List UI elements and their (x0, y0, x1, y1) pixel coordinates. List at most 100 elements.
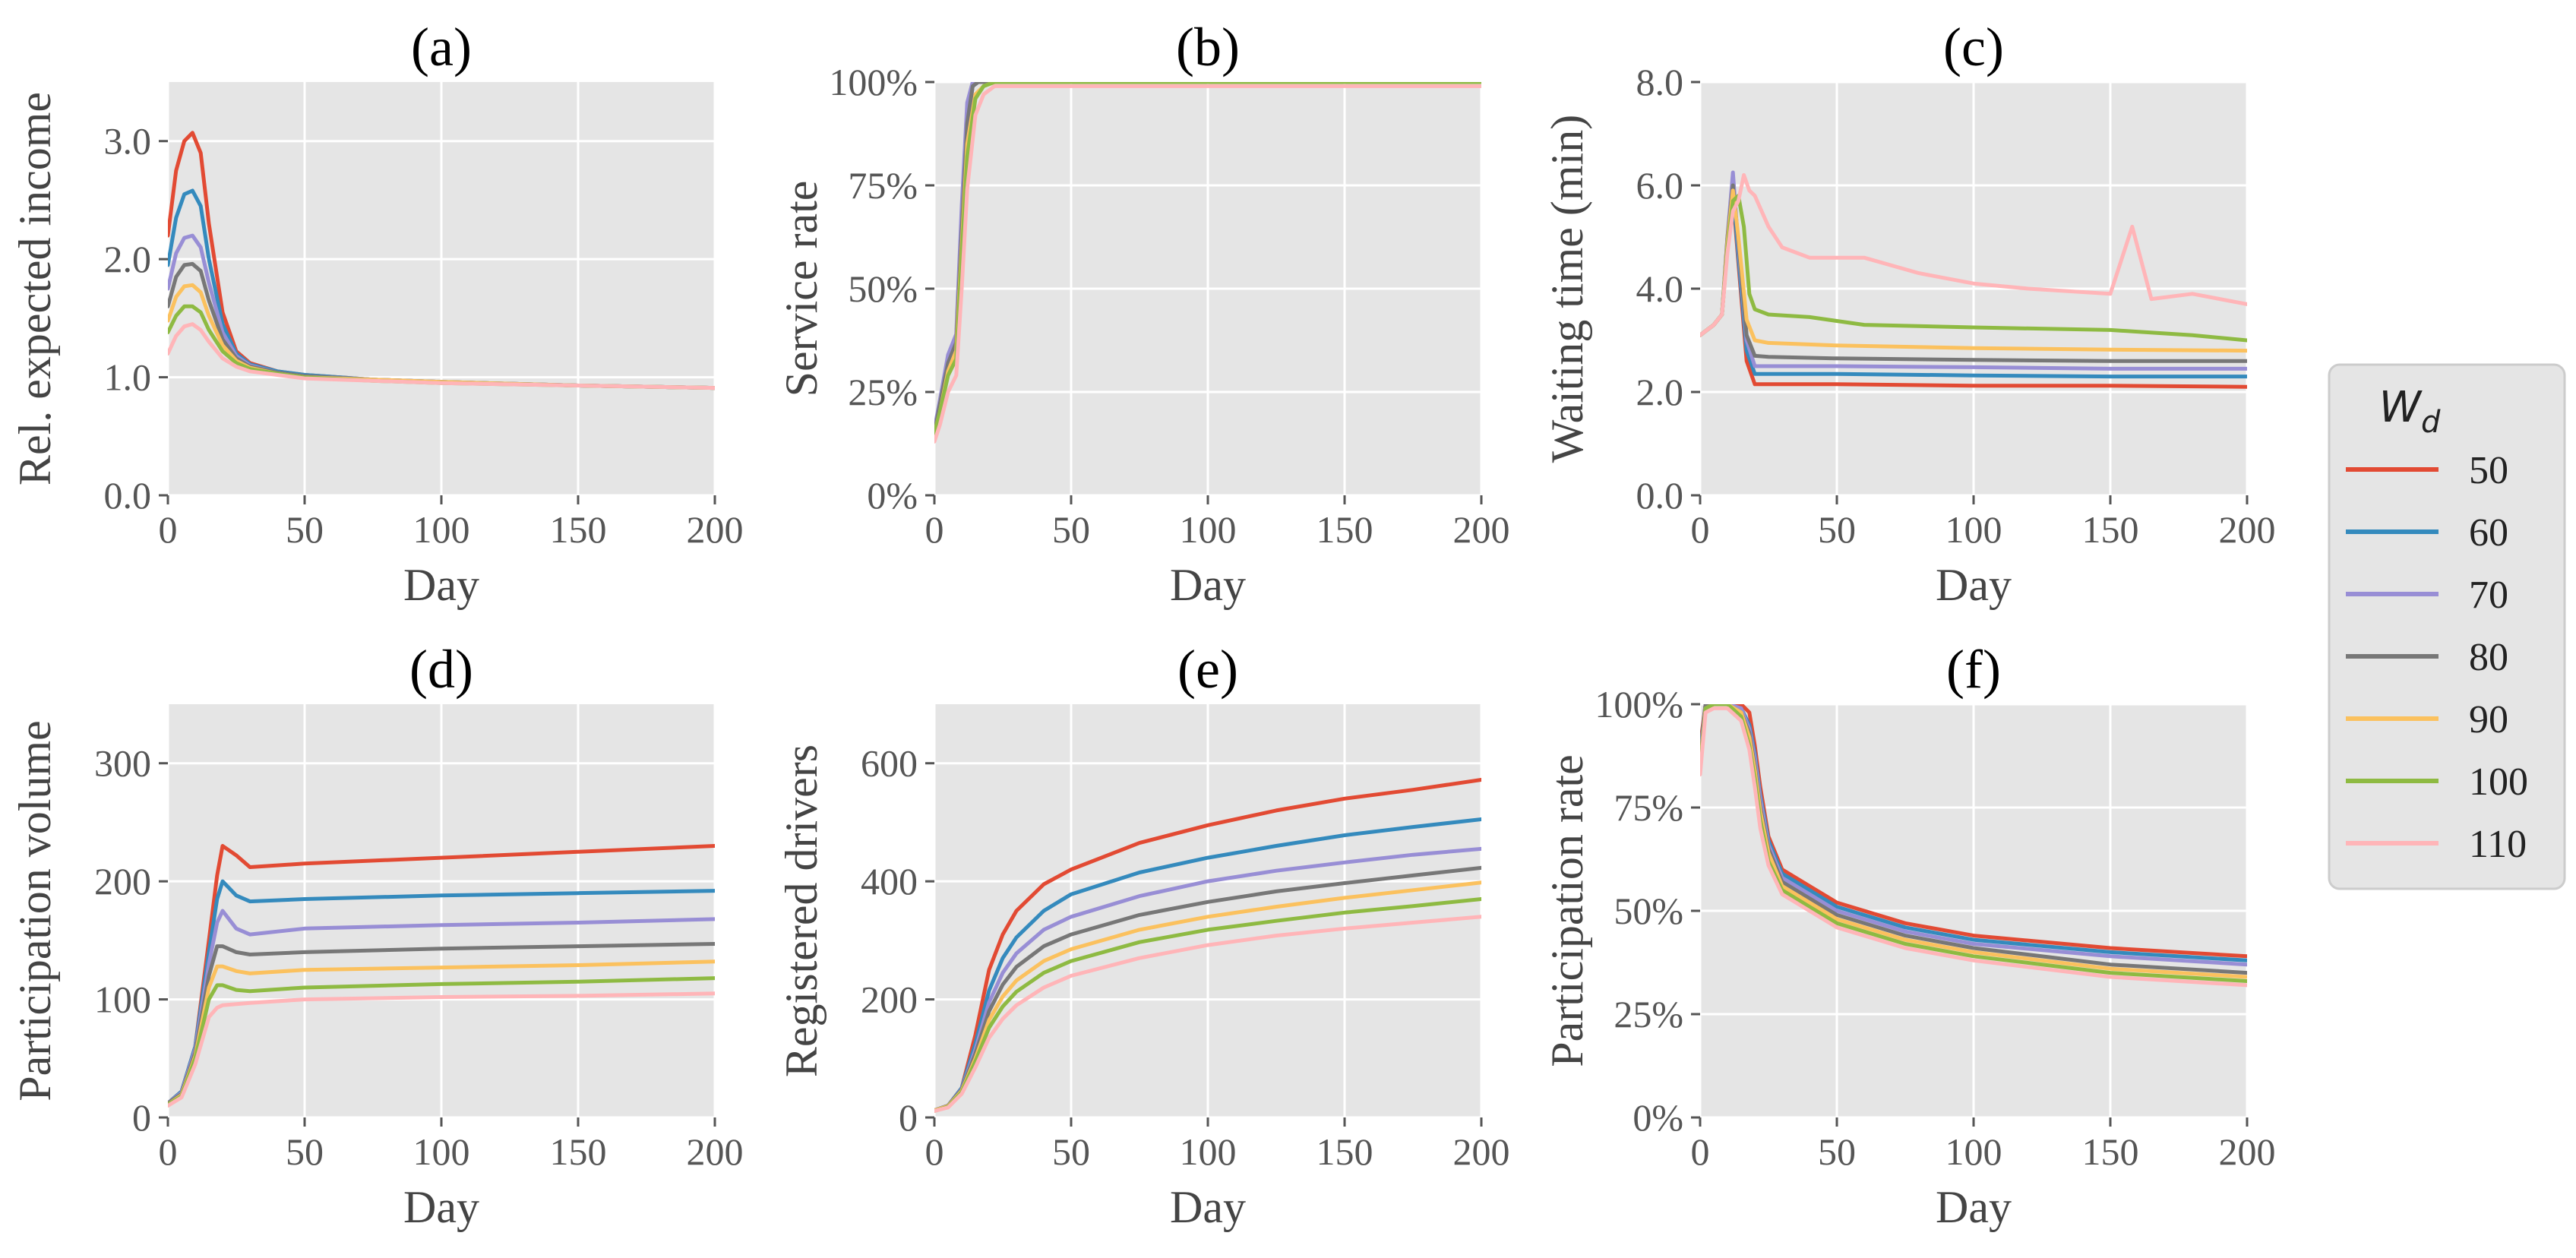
y-tick-label: 0% (1633, 1096, 1683, 1139)
y-tick-label: 75% (848, 164, 918, 207)
x-axis-label-a: Day (403, 560, 479, 610)
y-tick-label: 0.0 (104, 474, 152, 517)
y-tick-label: 300 (94, 742, 151, 785)
y-tick-label: 6.0 (1636, 164, 1684, 207)
y-tick-label: 1.0 (104, 356, 152, 399)
x-tick-label: 150 (2082, 1130, 2139, 1173)
x-tick-label: 150 (1316, 1130, 1373, 1173)
x-tick-label: 0 (159, 508, 178, 551)
panel-title-e: (e) (1177, 639, 1238, 700)
y-axis-label-c: Waiting time (min) (1542, 115, 1592, 463)
y-tick-label: 8.0 (1636, 61, 1684, 103)
x-tick-label: 50 (1818, 508, 1856, 551)
x-tick-label: 150 (1316, 508, 1373, 551)
y-tick-label: 50% (848, 267, 918, 310)
y-tick-label: 25% (848, 371, 918, 413)
x-tick-label: 50 (1818, 1130, 1856, 1173)
x-tick-label: 0 (159, 1130, 178, 1173)
y-axis-label-f: Participation rate (1542, 754, 1592, 1067)
y-tick-label: 0 (899, 1096, 918, 1139)
y-tick-label: 2.0 (1636, 371, 1684, 413)
y-tick-label: 25% (1614, 993, 1683, 1035)
x-tick-label: 50 (1052, 508, 1090, 551)
x-tick-label: 0 (1691, 508, 1710, 551)
x-tick-label: 200 (1453, 1130, 1510, 1173)
y-tick-label: 100% (1595, 683, 1683, 725)
x-tick-label: 100 (413, 1130, 470, 1173)
legend-frame (2328, 363, 2566, 890)
legend-label-70: 70 (2469, 574, 2508, 617)
x-axis-label-b: Day (1170, 560, 1246, 610)
legend-title-subscript: d (2421, 405, 2441, 440)
panels: 0 50 100 150 200 0.0 1.0 2.0 3.0 (a) Day Rel. expec… (10, 17, 2276, 1232)
panel-title-a: (a) (411, 17, 472, 77)
x-tick-label: 50 (1052, 1130, 1090, 1173)
legend-label-100: 100 (2469, 760, 2528, 804)
x-tick-label: 200 (687, 508, 744, 551)
x-axis-label-c: Day (1936, 560, 2012, 610)
legend-label-110: 110 (2469, 823, 2527, 866)
x-tick-label: 100 (1945, 508, 2002, 551)
panel-c: 0 50 100 150 200 0.0 2.0 4.0 6.0 8.0 (c) Day Waiting… (1542, 17, 2276, 610)
panel-f: 0 50 100 150 200 0% 25% 50% 75% 100% (f) Day Partici… (1542, 639, 2276, 1232)
legend-title-main: W (2379, 383, 2423, 432)
x-axis-label-f: Day (1936, 1182, 2012, 1232)
y-tick-label: 2.0 (104, 238, 152, 280)
series-line-d-100 (168, 976, 715, 1107)
x-tick-label: 100 (1180, 508, 1237, 551)
x-tick-label: 200 (687, 1130, 744, 1173)
legend-label-80: 80 (2469, 636, 2508, 679)
x-tick-label: 200 (1453, 508, 1510, 551)
x-tick-label: 150 (2082, 508, 2139, 551)
panel-title-b: (b) (1176, 17, 1240, 77)
panel-title-f: (f) (1946, 639, 2001, 700)
panel-title-c: (c) (1943, 17, 2004, 77)
y-tick-label: 600 (861, 742, 918, 785)
series-line-a-110 (168, 322, 715, 390)
x-tick-label: 150 (550, 508, 607, 551)
y-axis-label-d: Participation volume (10, 720, 60, 1102)
x-tick-label: 0 (1691, 1130, 1710, 1173)
y-tick-label: 100% (829, 61, 918, 103)
y-tick-label: 200 (861, 978, 918, 1021)
panel-d: 0 50 100 150 200 0 100 200 300 (d) Day Participatio… (10, 639, 744, 1232)
y-axis-label-e: Registered drivers (776, 744, 827, 1077)
y-axis-label-b: Service rate (776, 181, 827, 397)
x-tick-label: 100 (413, 508, 470, 551)
x-tick-label: 100 (1945, 1130, 2002, 1173)
x-tick-label: 200 (2219, 1130, 2276, 1173)
x-tick-label: 100 (1180, 1130, 1237, 1173)
series-line-f-110 (1700, 706, 2247, 988)
y-tick-label: 100 (94, 978, 151, 1021)
legend-label-50: 50 (2469, 449, 2508, 492)
panel-b: 0 50 100 150 200 0% 25% 50% 75% 100% (b) Day Service… (776, 17, 1510, 610)
x-tick-label: 50 (286, 1130, 324, 1173)
legend-entries: 50 60 70 80 90 100 110 (2346, 449, 2528, 866)
x-tick-label: 0 (925, 1130, 944, 1173)
x-axis-label-e: Day (1170, 1182, 1246, 1232)
y-tick-label: 200 (94, 860, 151, 902)
x-tick-label: 150 (550, 1130, 607, 1173)
y-tick-label: 0.0 (1636, 474, 1684, 517)
legend-title: Wd (2379, 383, 2441, 440)
x-tick-label: 200 (2219, 508, 2276, 551)
legend-label-60: 60 (2469, 511, 2508, 555)
y-tick-label: 4.0 (1636, 267, 1684, 310)
x-tick-label: 0 (925, 508, 944, 551)
y-tick-label: 400 (861, 860, 918, 902)
y-tick-label: 50% (1614, 890, 1683, 932)
series-line-e-110 (934, 915, 1481, 1113)
panel-e: 0 50 100 150 200 0 200 400 600 (e) Day Registered d… (776, 639, 1510, 1232)
y-tick-label: 0 (132, 1096, 151, 1139)
y-tick-label: 3.0 (104, 120, 152, 163)
legend: Wd 50 60 70 80 90 100 110 (2328, 363, 2566, 890)
y-axis-label-a: Rel. expected income (10, 92, 60, 485)
y-tick-label: 75% (1614, 786, 1683, 829)
legend-label-90: 90 (2469, 698, 2508, 741)
x-tick-label: 50 (286, 508, 324, 551)
series-line-d-110 (168, 991, 715, 1108)
y-tick-label: 0% (867, 474, 918, 517)
panel-a: 0 50 100 150 200 0.0 1.0 2.0 3.0 (a) Day Rel. expec… (10, 17, 744, 610)
series-line-b-110 (934, 84, 1481, 444)
